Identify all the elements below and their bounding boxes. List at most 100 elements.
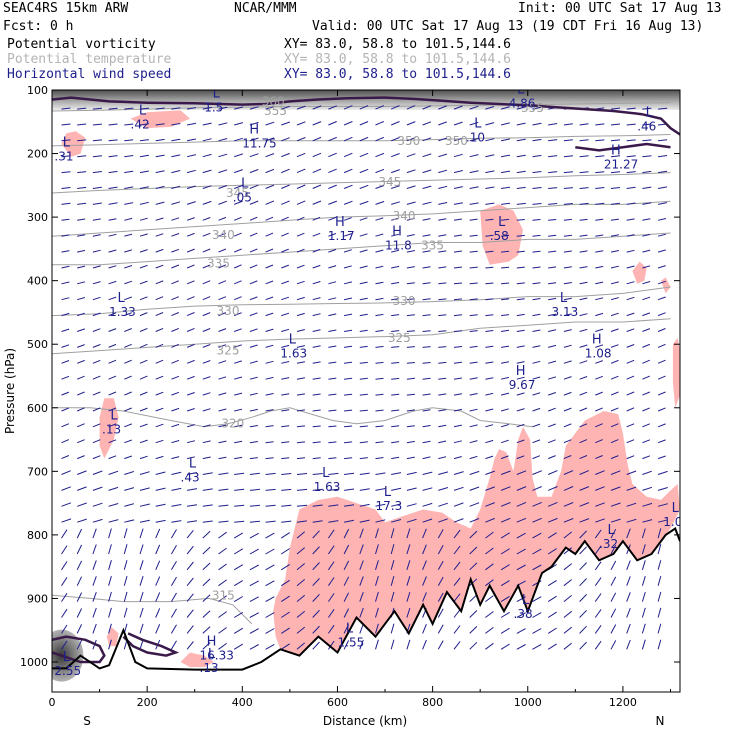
wind-vector-937	[77, 486, 87, 491]
theta-label-15: 355	[521, 101, 544, 115]
wind-vector-1030	[312, 520, 323, 523]
hl-symbol-5: H	[335, 215, 345, 230]
wind-vector-951	[296, 488, 308, 491]
wind-vector-1237	[500, 595, 510, 603]
wind-vector-644	[375, 361, 384, 364]
wind-vector-341	[516, 234, 525, 237]
wind-vector-220	[453, 186, 463, 189]
wind-vector-60	[391, 121, 400, 126]
wind-vector-938	[92, 486, 103, 491]
hl-value-6: 11.8	[385, 238, 412, 252]
wind-vector-5	[139, 107, 150, 110]
wind-vector-422	[563, 266, 572, 269]
wind-vector-800	[375, 425, 384, 428]
wind-vector-336	[438, 234, 447, 237]
wind-vector-679	[312, 377, 321, 380]
wind-vector-1222	[265, 596, 275, 603]
hl-value-0: .31	[54, 149, 73, 163]
wind-vector-205	[218, 185, 228, 189]
wind-vector-657	[579, 360, 588, 364]
wind-vector-693	[532, 376, 541, 380]
wind-vector-165	[202, 169, 212, 174]
wind-vector-1166	[610, 560, 617, 571]
wind-vector-513	[155, 312, 164, 317]
wind-vector-1099	[170, 545, 177, 555]
wind-vector-920	[422, 471, 433, 475]
wind-vector-602	[328, 345, 337, 348]
wind-vector-890	[563, 455, 572, 460]
wind-vector-838	[359, 441, 368, 444]
y-tick-label-6: 700	[27, 465, 48, 478]
wind-vector-837	[344, 441, 353, 444]
wind-vector-186	[532, 171, 542, 174]
hl-value-17: .13	[102, 423, 121, 437]
wind-vector-1153	[406, 560, 411, 570]
wind-vector-774	[579, 407, 588, 412]
wind-vector-1279	[547, 611, 557, 618]
wind-vector-164	[186, 169, 196, 174]
wind-vector-831	[249, 441, 258, 444]
wind-vector-162	[155, 170, 165, 174]
wind-vector-1150	[359, 560, 364, 570]
wind-vector-949	[265, 488, 276, 491]
theta-label-0: 315	[212, 588, 235, 602]
wind-vector-179	[422, 169, 432, 174]
wind-vector-917	[375, 472, 386, 475]
wind-vector-743	[92, 407, 101, 412]
hl-symbol-2: L	[213, 86, 221, 101]
wind-vector-312	[61, 234, 70, 237]
wind-vector-633	[202, 360, 211, 364]
wind-vector-985	[218, 504, 229, 507]
wind-vector-1333	[170, 640, 177, 650]
wind-vector-719	[328, 393, 337, 396]
wind-vector-688	[453, 377, 462, 380]
wind-vector-709	[171, 391, 180, 396]
wind-vector-606	[391, 346, 400, 348]
forecast-hour: Fcst: 0 h	[3, 19, 73, 34]
hl-value-9: 4.86	[509, 97, 536, 111]
wind-vector-576	[532, 329, 541, 332]
wind-vector-850	[548, 439, 556, 444]
wind-vector-808	[500, 424, 509, 428]
wind-vector-1300	[265, 628, 275, 634]
wind-vector-569	[422, 330, 431, 332]
wind-vector-1270	[406, 607, 411, 618]
wind-vector-1168	[641, 560, 646, 570]
wind-vector-752	[234, 408, 243, 412]
wind-vector-577	[548, 329, 557, 332]
wind-vector-966	[532, 486, 542, 491]
wind-vector-1319	[563, 626, 573, 634]
wind-vector-486	[343, 297, 353, 301]
wind-vector-1296	[202, 626, 211, 634]
wind-vector-1029	[296, 520, 307, 523]
wind-vector-1036	[406, 518, 417, 523]
wind-vector-22	[406, 105, 416, 110]
wind-vector-316	[124, 233, 133, 237]
wind-vector-1011	[626, 502, 637, 507]
wind-vector-981	[155, 503, 166, 507]
wind-vector-708	[155, 391, 164, 396]
wind-vector-958	[406, 487, 417, 491]
wind-vector-290	[328, 216, 337, 221]
wind-vector-873	[296, 457, 306, 460]
wind-vector-1175	[139, 576, 144, 586]
wind-vector-827	[186, 440, 196, 444]
wind-vector-1004	[516, 501, 527, 507]
wind-vector-285	[249, 216, 258, 221]
hl-symbol-9: L	[517, 83, 525, 98]
wind-vector-659	[610, 359, 619, 364]
wind-vector-375	[438, 250, 447, 253]
hl-symbol-27: L	[63, 650, 71, 665]
y-tick-label-0: 100	[27, 84, 48, 97]
wind-vector-615	[532, 345, 541, 348]
wind-vector-607	[406, 346, 415, 348]
wind-vector-58	[359, 121, 369, 126]
wind-vector-588	[108, 343, 117, 348]
wind-vector-382	[548, 250, 557, 253]
wind-vector-605	[375, 346, 384, 348]
wind-vector-1352	[469, 641, 478, 650]
wind-vector-521	[281, 312, 290, 317]
wind-vector-970	[595, 486, 605, 491]
wind-vector-44	[139, 123, 149, 126]
wind-vector-710	[186, 392, 195, 396]
